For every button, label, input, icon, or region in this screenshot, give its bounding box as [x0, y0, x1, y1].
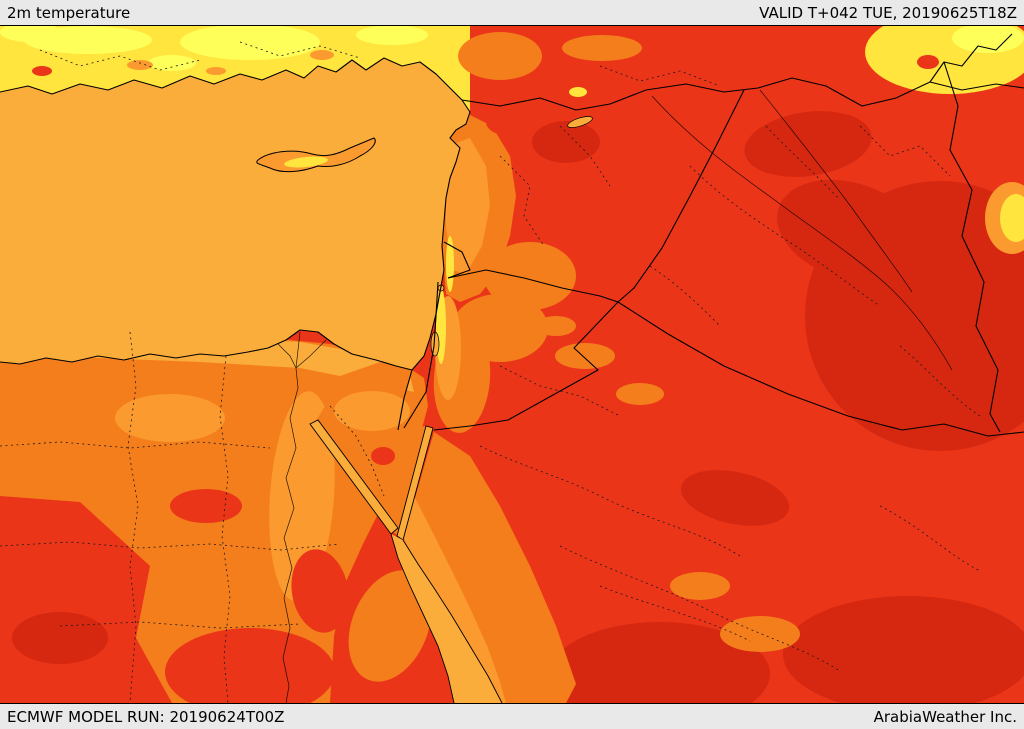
- nile-river: [277, 331, 327, 703]
- cyprus-island: [256, 137, 376, 173]
- coastline: [0, 57, 471, 371]
- iran-iraq-border: [943, 61, 1001, 433]
- country-borders: [0, 33, 1024, 437]
- turkey-iran-border: [929, 33, 1013, 83]
- syria-iraq-border: [617, 89, 745, 303]
- israel-jordan-border: [403, 281, 439, 429]
- valid-time: VALID T+042 TUE, 20190625T18Z: [759, 3, 1017, 22]
- euphrates-river: [651, 95, 953, 371]
- temperature-field-canvas: [0, 26, 1024, 703]
- model-run-label: ECMWF MODEL RUN: 20190624T00Z: [7, 707, 285, 726]
- mediterranean-sea: [0, 58, 470, 370]
- levant-temperature-zone: [433, 109, 664, 433]
- sinai-temperature-zone: [314, 362, 426, 538]
- rivers: [277, 89, 953, 703]
- dark-red-zones: [532, 111, 1024, 703]
- red-sea-and-gulfs: [309, 116, 593, 703]
- nw-saudi-temperature-zone: [348, 432, 800, 703]
- lake-assad: [567, 116, 593, 128]
- turkey-cool-zone: [0, 26, 1024, 254]
- jordan-syria-border: [447, 269, 619, 303]
- header-bar: 2m temperature VALID T+042 TUE, 20190625…: [0, 0, 1024, 26]
- israel-egypt-border: [397, 369, 413, 431]
- credit-label: ArabiaWeather Inc.: [873, 707, 1017, 726]
- turkey-syria-border: [461, 77, 1024, 111]
- jordan-saudi-border: [433, 301, 619, 431]
- iraq-saudi-border: [617, 301, 1024, 437]
- gulf-of-suez: [309, 419, 399, 535]
- weather-map: [0, 26, 1024, 703]
- footer-bar: ECMWF MODEL RUN: 20190624T00Z ArabiaWeat…: [0, 703, 1024, 729]
- map-title: 2m temperature: [7, 3, 131, 22]
- lebanon-syria-border: [443, 241, 471, 279]
- red-sea: [391, 534, 502, 703]
- admin-boundaries-dotted: [0, 41, 981, 703]
- tigris-river: [759, 89, 913, 293]
